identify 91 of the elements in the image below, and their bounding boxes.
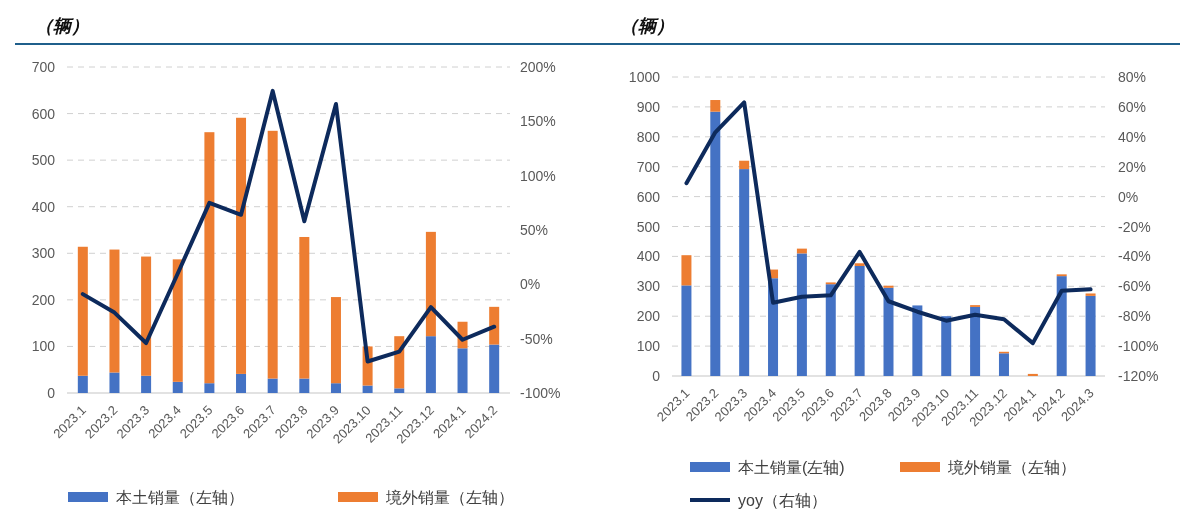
line-series [684,100,1093,346]
y-tick-label: 400 [636,248,661,265]
y2-tick-label: 0% [520,276,541,293]
bar [489,306,500,345]
bar [204,132,215,384]
bar [710,111,721,376]
bar [854,265,865,376]
bar [796,253,807,376]
bar [825,284,836,376]
y2-tick-label: 40% [1118,128,1147,145]
bar [77,246,88,376]
y-tick-label: 700 [636,158,661,175]
y-tick-label: 200 [31,291,56,308]
y-tick-label: 100 [31,338,56,355]
y-tick-label: 1000 [628,69,661,85]
line-series [80,88,497,364]
y2-tick-label: -60% [1118,278,1151,295]
y2-tick-label: 150% [520,113,556,130]
chart-subtitle: （辆） [620,16,674,36]
y2-tick-label: 80% [1118,69,1147,85]
y-tick-label: 300 [31,245,56,262]
y2-tick-label: 0% [1118,188,1139,205]
bar [141,375,152,393]
bar [267,378,278,393]
bar [330,297,341,384]
bar [394,388,405,393]
y-tick-label: 300 [636,278,661,295]
legend-label: yoy（右轴） [738,492,827,509]
bar [970,306,981,376]
y2-tick-label: -40% [1118,248,1151,265]
y2-tick-label: 50% [520,222,549,238]
bar [172,381,183,393]
y-tick-label: 800 [636,128,661,145]
bar [204,383,215,393]
y2-tick-label: 200% [520,59,556,75]
bar [912,305,923,376]
y-tick-label: 600 [31,105,56,122]
bar [172,259,183,382]
bar [77,375,88,393]
y2-tick-label: -100% [1118,338,1159,355]
y-tick-label: 400 [31,198,56,215]
bar [109,249,120,373]
bar [710,100,721,112]
bar [854,263,865,266]
bar [236,117,247,374]
bar [1056,276,1067,376]
y2-tick-label: 20% [1118,158,1147,175]
y2-tick-label: 60% [1118,98,1147,115]
y-tick-label: 500 [636,218,661,235]
bar [489,344,500,393]
bar [681,255,692,286]
y2-tick-label: -100% [520,385,561,401]
bar [425,231,436,337]
y-tick-label: 0 [652,368,661,384]
y-tick-label: 100 [636,338,661,355]
bar [362,385,373,393]
y-tick-label: 500 [31,152,56,169]
bar [425,336,436,393]
bar [681,285,692,376]
bar [883,287,894,376]
bar [1085,295,1096,376]
y-tick-label: 700 [31,59,56,75]
y2-tick-label: -80% [1118,308,1151,325]
y-tick-label: 600 [636,188,661,205]
y-tick-label: 0 [47,385,56,401]
legend-label: 境外销量（左轴） [385,489,514,506]
bar [109,372,120,393]
bar [457,348,468,393]
bar [1085,293,1096,296]
bar [998,353,1009,376]
chart-subtitle: （辆） [35,16,89,36]
bar [267,130,278,379]
bar [299,236,310,379]
legend-label: 境外销量（左轴） [947,459,1076,476]
bar [739,160,750,170]
y2-tick-label: -50% [520,330,553,347]
y-tick-label: 900 [636,98,661,115]
bar [883,285,894,288]
y2-tick-label: -20% [1118,218,1151,235]
legend-label: 本土销量（左轴） [116,489,244,506]
bar [330,383,341,393]
bar [236,373,247,393]
legend-label: 本土销量(左轴) [738,459,845,476]
bar [299,378,310,393]
bar [1027,373,1038,376]
bar [941,316,952,376]
y2-tick-label: 100% [520,167,556,184]
y2-tick-label: -120% [1118,368,1159,384]
y-tick-label: 200 [636,308,661,325]
bar [739,169,750,376]
bar [141,256,152,376]
